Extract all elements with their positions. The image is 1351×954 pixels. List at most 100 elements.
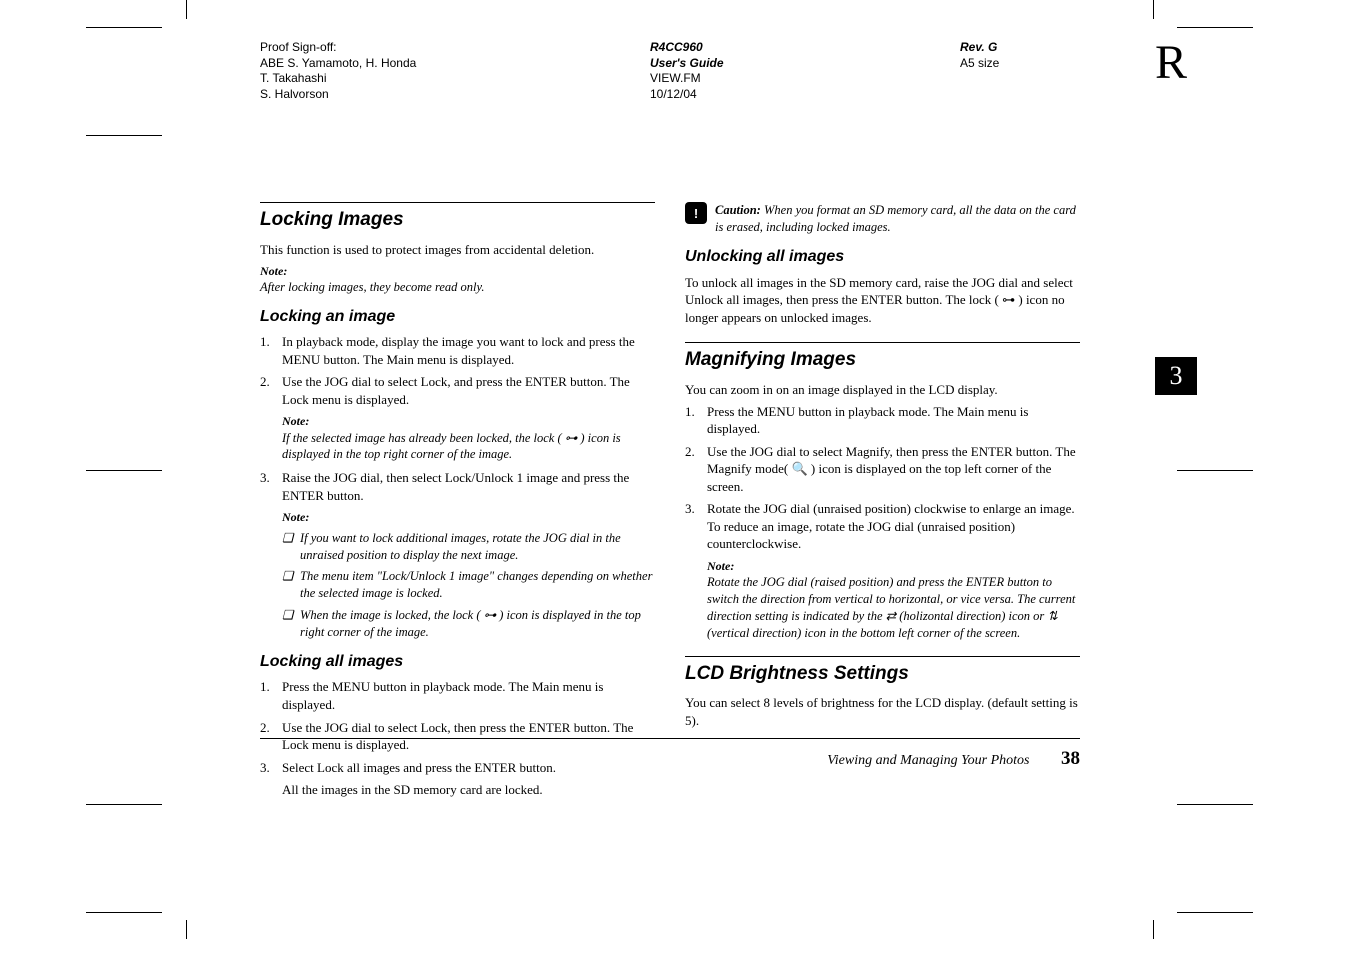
crop-mark [1153,0,1154,19]
rule [260,202,655,203]
bullet-icon: ❏ [282,530,300,564]
note-block: Note: If the selected image has already … [282,413,655,463]
intro-text: This function is used to protect images … [260,241,655,259]
column-left: Locking Images This function is used to … [260,202,655,802]
bullet-text: The menu item "Lock/Unlock 1 image" chan… [300,568,655,602]
step-text: Press the MENU button in playback mode. … [707,403,1080,438]
footer: Viewing and Managing Your Photos 38 [260,748,1080,770]
heading-unlocking-all-images: Unlocking all images [685,246,1080,268]
note-text: Rotate the JOG dial (raised position) an… [707,574,1080,642]
list-item: 1.Press the MENU button in playback mode… [260,678,655,713]
step-text: Press the MENU button in playback mode. … [282,678,655,713]
note-block: Note: ❏If you want to lock additional im… [282,509,655,640]
bullet-text: If you want to lock additional images, r… [300,530,655,564]
list-item: ❏If you want to lock additional images, … [282,530,655,564]
step-number: 2. [260,373,282,408]
doc-info-block: R4CC960 User's Guide VIEW.FM 10/12/04 [650,40,870,102]
heading-magnifying-images: Magnifying Images [685,347,1080,373]
content: Locking Images This function is used to … [260,202,1080,802]
doc-title: User's Guide [650,56,870,72]
crop-mark [1177,804,1253,805]
revision: Rev. G [960,40,1080,56]
bullet-icon: ❏ [282,607,300,641]
proof-name-3: S. Halvorson [260,87,560,103]
column-right: ! Caution: When you format an SD memory … [685,202,1080,802]
caution-body: Caution: When you format an SD memory ca… [715,202,1080,236]
note-text: After locking images, they become read o… [260,279,655,296]
step-text: Use the JOG dial to select Lock, and pre… [282,373,655,408]
trailing-text: All the images in the SD memory card are… [282,781,655,799]
list-item: 2.Use the JOG dial to select Magnify, th… [685,443,1080,496]
crop-mark [86,135,162,136]
step-text: In playback mode, display the image you … [282,333,655,368]
rule [685,342,1080,343]
step-text: Raise the JOG dial, then select Lock/Unl… [282,469,655,504]
heading-locking-images: Locking Images [260,207,655,233]
step-number: 1. [260,678,282,713]
caution-label: Caution: [715,203,761,217]
list-item: 3.Raise the JOG dial, then select Lock/U… [260,469,655,504]
crop-mark [86,27,162,28]
chapter-tab: 3 [1155,357,1197,395]
doc-file: VIEW.FM [650,71,870,87]
note-label: Note: [282,413,655,429]
step-number: 3. [685,500,707,553]
note-block: Note: Rotate the JOG dial (raised positi… [707,558,1080,642]
note-text: If the selected image has already been l… [282,430,655,464]
crop-mark [86,470,162,471]
step-text: Use the JOG dial to select Magnify, then… [707,443,1080,496]
unlock-text: To unlock all images in the SD memory ca… [685,274,1080,327]
doc-code: R4CC960 [650,40,870,56]
list-item: 2.Use the JOG dial to select Lock, and p… [260,373,655,408]
crop-mark [1177,470,1253,471]
list-item: 3.Rotate the JOG dial (unraised position… [685,500,1080,553]
heading-locking-all-images: Locking all images [260,651,655,673]
heading-lcd-brightness: LCD Brightness Settings [685,661,1080,687]
list-item: 1.In playback mode, display the image yo… [260,333,655,368]
doc-date: 10/12/04 [650,87,870,103]
crop-mark [1177,912,1253,913]
bullet-text: When the image is locked, the lock ( ⊶ )… [300,607,655,641]
proof-name-1: ABE S. Yamamoto, H. Honda [260,56,560,72]
crop-mark [86,912,162,913]
step-text: Rotate the JOG dial (unraised position) … [707,500,1080,553]
step-number: 1. [260,333,282,368]
note-label: Note: [282,509,655,525]
lcd-brightness-text: You can select 8 levels of brightness fo… [685,694,1080,729]
proof-signoff-block: Proof Sign-off: ABE S. Yamamoto, H. Hond… [260,40,560,102]
note-label: Note: [707,558,1080,574]
caution-block: ! Caution: When you format an SD memory … [685,202,1080,236]
proof-label: Proof Sign-off: [260,40,560,56]
recto-indicator: R [1155,35,1187,90]
crop-mark [186,920,187,939]
page-number: 38 [1061,748,1080,769]
list-item: ❏When the image is locked, the lock ( ⊶ … [282,607,655,641]
steps-locking-an-image: 1.In playback mode, display the image yo… [260,333,655,408]
step-number: 1. [685,403,707,438]
bullet-icon: ❏ [282,568,300,602]
step-number: 3. [260,469,282,504]
heading-locking-an-image: Locking an image [260,306,655,328]
list-item: ❏The menu item "Lock/Unlock 1 image" cha… [282,568,655,602]
note-label: Note: [260,263,655,279]
crop-mark [1153,920,1154,939]
steps-locking-an-image-cont: 3.Raise the JOG dial, then select Lock/U… [260,469,655,504]
note-bullets: ❏If you want to lock additional images, … [282,530,655,641]
footer-rule [260,738,1080,739]
caution-icon: ! [685,202,707,224]
crop-mark [186,0,187,19]
caution-text: When you format an SD memory card, all t… [715,203,1076,234]
page-size: A5 size [960,56,1080,72]
steps-magnify: 1.Press the MENU button in playback mode… [685,403,1080,553]
proof-name-2: T. Takahashi [260,71,560,87]
rule [685,656,1080,657]
crop-mark [1177,27,1253,28]
crop-mark [86,804,162,805]
list-item: 1.Press the MENU button in playback mode… [685,403,1080,438]
step-number: 2. [685,443,707,496]
magnify-intro: You can zoom in on an image displayed in… [685,381,1080,399]
footer-section-title: Viewing and Managing Your Photos [827,753,1029,768]
header: Proof Sign-off: ABE S. Yamamoto, H. Hond… [260,40,1080,102]
rev-block: Rev. G A5 size [960,40,1080,102]
page: Proof Sign-off: ABE S. Yamamoto, H. Hond… [260,40,1080,803]
